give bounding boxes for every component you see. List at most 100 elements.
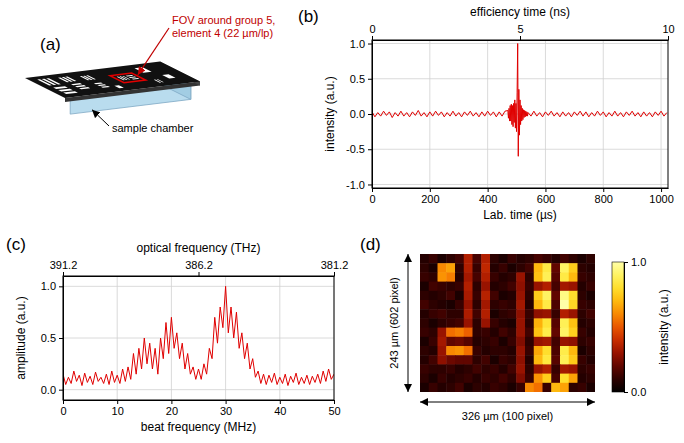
heatmap-cell: [516, 272, 525, 282]
tick-label: 1.0: [41, 280, 56, 292]
tick-label: 0: [369, 23, 375, 35]
heatmap-cell: [499, 263, 508, 273]
heatmap-cell: [420, 355, 429, 365]
heatmap-cell: [429, 272, 438, 282]
heatmap-cell: [420, 337, 429, 347]
heatmap-cell: [586, 263, 595, 273]
heatmap-cell: [543, 300, 552, 310]
tick-mark: [368, 79, 372, 80]
axis-title: beat frequency (MHz): [141, 420, 256, 434]
line-panel: 01020304050391.2386.2381.20.00.51.0beat …: [14, 241, 348, 434]
heatmap-cell: [420, 374, 429, 384]
heatmap-cell: [578, 337, 587, 347]
heatmap-cell: [490, 328, 499, 338]
heatmap-cell: [569, 374, 578, 384]
plot-frame: [372, 40, 668, 188]
heatmap-cell: [438, 318, 447, 328]
heatmap-cell: [438, 309, 447, 319]
heatmap-cell: [464, 337, 473, 347]
heatmap-cell: [586, 328, 595, 338]
heatmap-cell: [569, 383, 578, 392]
heatmap-cell: [551, 263, 560, 273]
heatmap-cell: [508, 282, 517, 292]
heatmap-cell: [516, 337, 525, 347]
heatmap-cell: [464, 383, 473, 392]
heatmap-cell: [420, 254, 429, 264]
heatmap-cell: [551, 309, 560, 319]
heatmap-cell: [543, 355, 552, 365]
heatmap-cell: [578, 374, 587, 384]
tick: 386.2: [185, 259, 213, 276]
heatmap-cell: [534, 346, 543, 356]
target-bar: [114, 85, 124, 88]
heatmap-cell: [578, 328, 587, 338]
tick-label: 30: [220, 405, 232, 417]
heatmap-cell: [499, 328, 508, 338]
annotation: FOV around group 5,element 4 (22 µm/lp): [172, 14, 275, 39]
tick-label: 0.0: [631, 386, 646, 398]
heatmap-cell: [464, 282, 473, 292]
heatmap-cell: [438, 346, 447, 356]
tick: 0.5: [41, 332, 63, 344]
tick: 1.0: [41, 280, 63, 292]
tick-mark: [368, 184, 372, 185]
heatmap-cell: [438, 254, 447, 264]
heatmap-cell: [543, 272, 552, 282]
heatmap-cell: [525, 383, 534, 392]
grid-line: [372, 43, 668, 44]
heatmap-cell: [551, 383, 560, 392]
heatmap-cell: [534, 383, 543, 392]
heatmap-cell: [516, 254, 525, 264]
tick-label: 1.0: [631, 256, 646, 268]
heatmap-cell: [464, 300, 473, 310]
heatmap-cell: [578, 364, 587, 374]
grid: [372, 40, 668, 188]
tick: 0.5: [350, 73, 372, 85]
heatmap-cell: [446, 300, 455, 310]
heatmap-cell: [569, 272, 578, 282]
heatmap-cell: [481, 355, 490, 365]
fov-box: [110, 73, 146, 83]
heatmap-cell: [551, 254, 560, 264]
heatmap-cell: [464, 291, 473, 301]
heatmap-cell: [455, 272, 464, 282]
heatmap-cell: [551, 364, 560, 374]
axis-title: intensity (a.u.): [323, 76, 337, 151]
tick-mark: [63, 272, 64, 276]
heatmap-cell: [569, 254, 578, 264]
heatmap-cell: [481, 337, 490, 347]
axis-title: 326 µm (100 pixel): [462, 410, 553, 422]
heatmap-cell: [516, 309, 525, 319]
colorbar-title: intensity (a.u.): [657, 289, 671, 364]
heatmap-cell: [560, 337, 569, 347]
heatmap-cell: [455, 254, 464, 264]
target-bar: [58, 89, 73, 92]
target-bar: [157, 79, 164, 82]
heatmap-cell: [490, 337, 499, 347]
target-bar: [135, 67, 152, 72]
heatmap-cell: [586, 318, 595, 328]
heatmap-cell: [481, 318, 490, 328]
heatmap-cell: [569, 300, 578, 310]
heatmap-cell: [516, 263, 525, 273]
heatmap-cell: [446, 291, 455, 301]
target-bar: [53, 86, 68, 89]
heatmap-cell: [525, 263, 534, 273]
heatmap-cell: [543, 263, 552, 273]
heatmap-cell: [429, 300, 438, 310]
heatmap-cell: [455, 346, 464, 356]
heatmap-cell: [569, 364, 578, 374]
heatmap-cell: [473, 337, 482, 347]
panel-label: (d): [360, 235, 381, 254]
heatmap-cell: [446, 282, 455, 292]
heatmap-cell: [455, 300, 464, 310]
tick: 600: [537, 188, 555, 205]
tick-label: 20: [166, 405, 178, 417]
tick: 200: [421, 188, 439, 205]
heatmap-cell: [516, 355, 525, 365]
heatmap-cell: [473, 309, 482, 319]
heatmap-cell: [543, 337, 552, 347]
grid-line: [63, 286, 334, 287]
heatmap-cell: [473, 346, 482, 356]
panel-label: (a): [40, 35, 61, 54]
